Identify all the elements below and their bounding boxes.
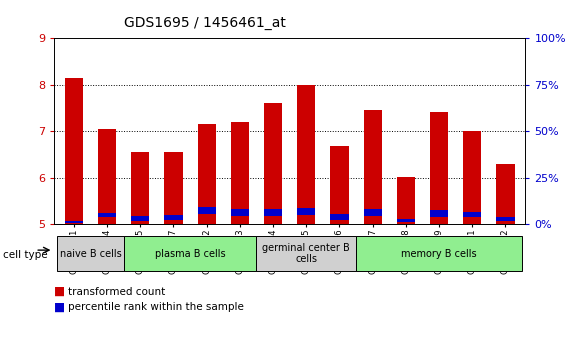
Text: GDS1695 / 1456461_at: GDS1695 / 1456461_at — [124, 16, 285, 30]
Bar — [57, 236, 124, 271]
Text: percentile rank within the sample: percentile rank within the sample — [68, 302, 244, 312]
Bar — [131, 216, 149, 220]
Bar — [98, 213, 116, 217]
Bar — [164, 152, 182, 224]
Bar — [297, 208, 315, 215]
Bar — [331, 215, 349, 220]
Bar — [257, 236, 356, 271]
Bar — [463, 131, 482, 224]
Bar — [397, 177, 415, 224]
Bar — [496, 164, 515, 224]
Bar — [430, 112, 448, 224]
Bar — [124, 236, 257, 271]
Text: memory B cells: memory B cells — [401, 249, 477, 258]
Text: plasma B cells: plasma B cells — [154, 249, 225, 258]
Text: transformed count: transformed count — [68, 287, 165, 296]
Bar — [164, 215, 182, 220]
Bar — [397, 219, 415, 223]
Bar — [65, 78, 83, 224]
Bar — [198, 124, 216, 224]
Bar — [65, 220, 83, 223]
Bar — [364, 110, 382, 224]
Bar — [463, 212, 482, 217]
Bar — [231, 209, 249, 216]
Bar — [231, 122, 249, 224]
Bar — [331, 146, 349, 224]
Bar — [264, 209, 282, 216]
Bar — [98, 129, 116, 224]
Text: ■: ■ — [54, 300, 65, 314]
Text: ■: ■ — [54, 285, 65, 298]
Text: naive B cells: naive B cells — [60, 249, 122, 258]
Bar — [496, 217, 515, 221]
Bar — [430, 210, 448, 217]
Bar — [264, 103, 282, 224]
Bar — [198, 207, 216, 214]
Text: cell type: cell type — [3, 250, 48, 259]
Text: germinal center B
cells: germinal center B cells — [262, 243, 350, 264]
Bar — [364, 209, 382, 216]
Bar — [131, 152, 149, 224]
Bar — [297, 85, 315, 224]
Bar — [356, 236, 522, 271]
